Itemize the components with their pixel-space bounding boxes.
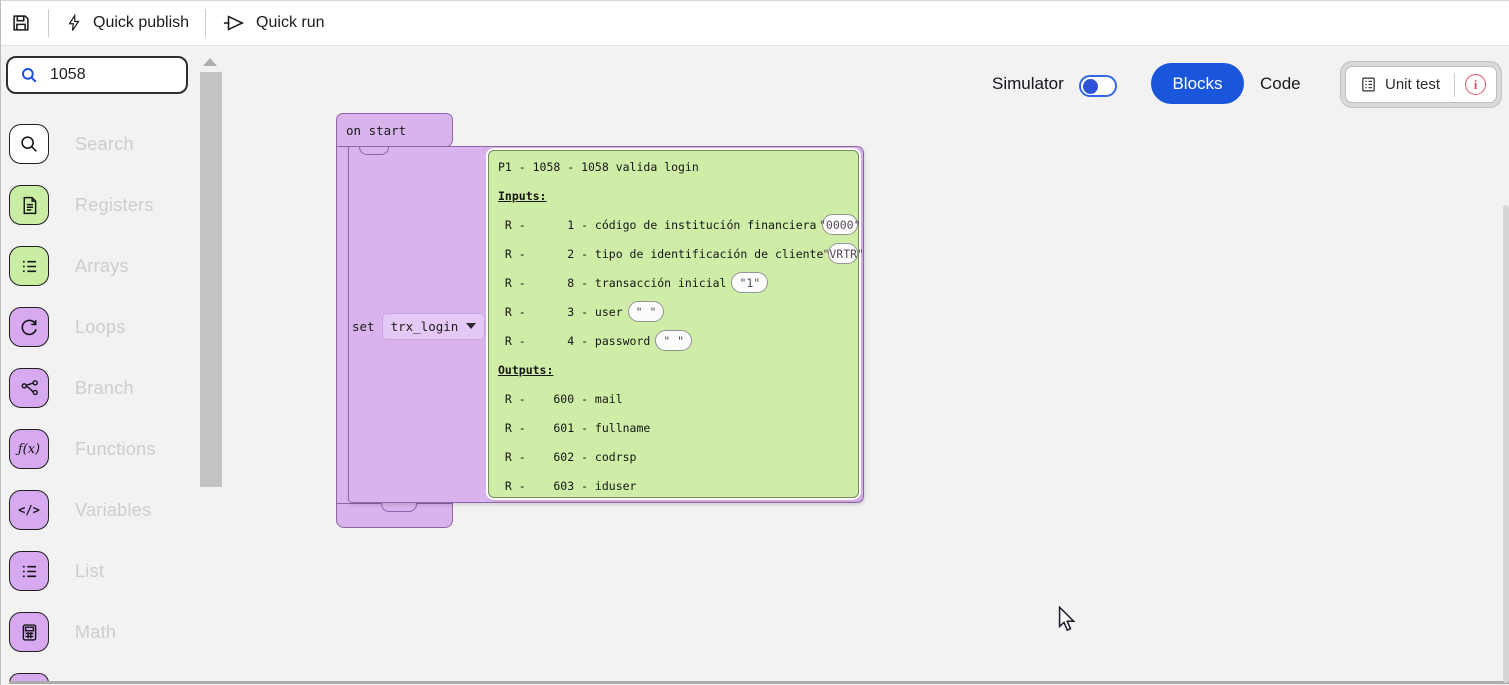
quick-publish-label: Quick publish (93, 14, 190, 31)
block-title-row: P1 - 1058 - 1058 valida login (489, 152, 858, 181)
sidebar-scrollbar[interactable] (200, 72, 222, 487)
input-value-pill[interactable]: "VRTR" (822, 243, 864, 264)
sidebar-item-label: Branch (75, 377, 134, 398)
output-row-text: R - 602 - codrsp (498, 449, 637, 464)
input-row-text: R - 4 - password (498, 333, 651, 348)
branch-icon (9, 368, 49, 408)
on-start-label: on start (346, 122, 407, 138)
input-value-pill[interactable]: " " (627, 301, 665, 322)
simulator-toggle[interactable] (1079, 75, 1117, 97)
sidebar-item-branch[interactable]: Branch (9, 368, 134, 408)
variable-name: trx_login (390, 318, 459, 334)
block-title: P1 - 1058 - 1058 valida login (498, 159, 699, 174)
input-value-pill[interactable]: " " (655, 330, 693, 351)
sidebar-item-label: List (75, 560, 105, 581)
run-icon (222, 12, 246, 34)
sidebar-item-list[interactable]: List (9, 551, 104, 591)
output-row: R - 601 - fullname (489, 413, 858, 442)
on-start-block[interactable]: on start (336, 113, 453, 147)
calculator-icon (9, 612, 49, 652)
set-block-row: set trx_login to (352, 312, 507, 340)
sidebar-item-label: Variables (75, 499, 152, 520)
list-icon (9, 551, 49, 591)
document-icon (9, 185, 49, 225)
inputs-header: Inputs: (498, 188, 547, 203)
input-row: R - 8 - transacción inicial "1" (489, 268, 858, 297)
output-row: R - 600 - mail (489, 384, 858, 413)
loop-arrow-icon (9, 307, 49, 347)
unit-test-group: Unit test i (1345, 66, 1498, 103)
quick-run-label: Quick run (256, 14, 325, 31)
simulator-label: Simulator (992, 74, 1064, 93)
sidebar-scroll-up-arrow[interactable] (203, 58, 217, 66)
output-row: R - 603 - iduser (489, 471, 858, 500)
output-row-text: R - 603 - iduser (498, 478, 637, 493)
block-notch (381, 502, 417, 512)
outputs-header-row: Outputs: (489, 355, 858, 384)
sidebar-item-label: Functions (75, 438, 156, 459)
sidebar-item-label: Arrays (75, 255, 129, 276)
sidebar-item-label: Loops (75, 316, 126, 337)
inputs-header-row: Inputs: (489, 181, 858, 210)
set-label: set (352, 318, 375, 334)
divider (1454, 72, 1456, 97)
input-row: R - 2 - tipo de identificación de client… (489, 239, 864, 268)
output-row: R - 602 - codrsp (489, 442, 858, 471)
checklist-icon (1362, 77, 1375, 92)
sidebar-item-registers[interactable]: Registers (9, 185, 154, 225)
sidebar-item-math[interactable]: Math (9, 612, 116, 652)
input-row: R - 4 - password " " (489, 326, 858, 355)
unit-test-label: Unit test (1385, 76, 1441, 93)
on-start-block-bottom (336, 503, 453, 528)
horizontal-scrollbar[interactable] (9, 681, 1509, 684)
toggle-knob (1083, 78, 1098, 94)
outputs-header: Outputs: (498, 362, 554, 377)
chevron-down-icon (466, 323, 477, 329)
output-row-text: R - 601 - fullname (498, 420, 651, 435)
sidebar-item-arrays[interactable]: Arrays (9, 246, 129, 286)
code-tab-button[interactable]: Code (1260, 74, 1301, 93)
output-row-text: R - 600 - mail (498, 391, 623, 406)
input-row-text: R - 1 - código de institución financiera (498, 217, 817, 232)
input-row-text: R - 8 - transacción inicial (498, 275, 727, 290)
function-call-block[interactable]: P1 - 1058 - 1058 valida login Inputs: R … (488, 150, 864, 500)
input-value-pill[interactable]: "1" (731, 272, 769, 293)
top-toolbar: Quick publish Quick run (1, 0, 1509, 46)
blocks-tab-button[interactable]: Blocks (1151, 63, 1244, 104)
toolbox-search-box (6, 56, 188, 94)
unit-test-button[interactable]: Unit test (1356, 76, 1444, 93)
quick-publish-button[interactable]: Quick publish (65, 12, 189, 34)
sidebar-item-search[interactable]: Search (9, 124, 134, 164)
code-brackets-icon: </> (9, 490, 49, 530)
search-icon (9, 124, 49, 164)
toolbar-divider (48, 9, 49, 37)
sidebar-item-label: Registers (75, 194, 154, 215)
quick-run-button[interactable]: Quick run (222, 12, 325, 34)
info-icon[interactable]: i (1465, 74, 1487, 95)
sidebar-item-functions[interactable]: ƒ(x) Functions (9, 429, 156, 469)
toolbar-divider (205, 9, 207, 37)
sidebar-item-loops[interactable]: Loops (9, 307, 126, 347)
search-input[interactable] (48, 65, 172, 85)
save-button[interactable] (10, 12, 32, 34)
sidebar-item-label: Search (75, 133, 134, 154)
sidebar-item-variables[interactable]: </> Variables (9, 490, 151, 530)
input-row-text: R - 3 - user (498, 304, 623, 319)
input-row: R - 3 - user " " (489, 297, 858, 326)
search-icon (22, 68, 37, 83)
function-icon: ƒ(x) (9, 429, 49, 469)
input-value-pill[interactable]: "0000" (819, 214, 861, 235)
sidebar-item-label: Math (75, 621, 117, 642)
input-row: R - 1 - código de institución financiera… (489, 210, 861, 239)
block-notch (359, 146, 389, 155)
save-icon (10, 12, 32, 34)
lightning-icon (65, 12, 83, 34)
vertical-scrollbar[interactable] (1503, 205, 1509, 683)
input-row-text: R - 2 - tipo de identificación de client… (498, 246, 824, 261)
variable-dropdown[interactable]: trx_login (381, 312, 486, 340)
list-icon (9, 246, 49, 286)
on-start-block-spine (336, 146, 349, 504)
mouse-cursor (1058, 606, 1076, 632)
